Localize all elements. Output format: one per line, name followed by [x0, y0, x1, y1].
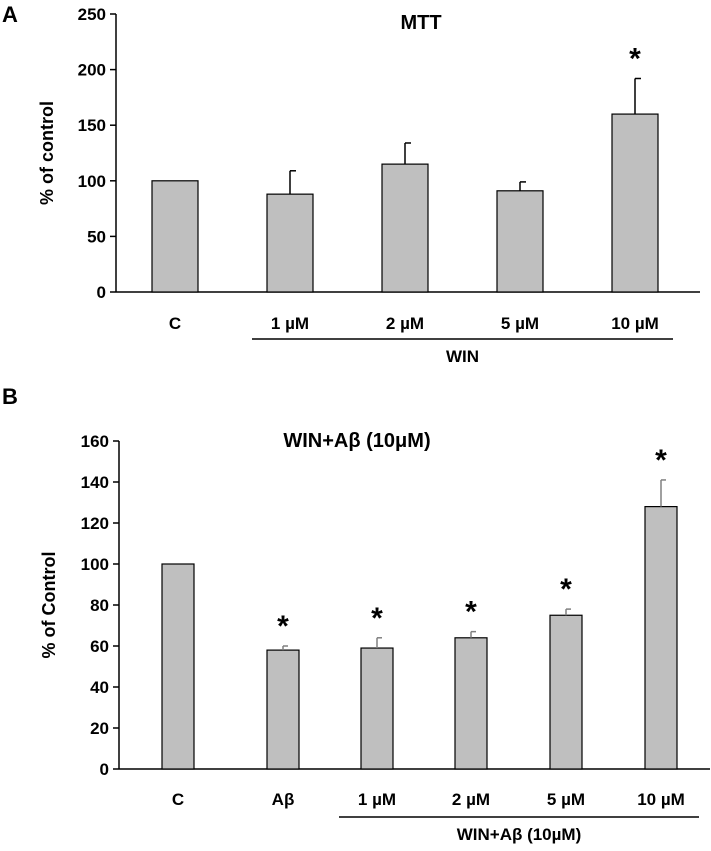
chart-a-y-tick-label: 150 — [78, 116, 106, 135]
chart-b-y-axis-label: % of Control — [39, 552, 59, 659]
chart-b-category-label: 2 µM — [452, 790, 490, 809]
chart-a-bar — [611, 113, 659, 293]
chart-a-category-label: 1 µM — [271, 314, 309, 333]
panel-a-letter: A — [2, 2, 18, 27]
chart-b-y-tick-label: 100 — [81, 555, 109, 574]
chart-b-significance-star: * — [277, 610, 289, 643]
panel-b-letter: B — [2, 384, 18, 409]
chart-a-y-tick-label: 0 — [97, 283, 106, 302]
chart-a-category-label: C — [169, 314, 181, 333]
chart-a-y-tick-label: 250 — [78, 5, 106, 24]
chart-b-group-label: WIN+Aβ (10µM) — [457, 825, 582, 844]
chart-b: WIN+Aβ (10μM) 0 20 40 60 80 100 120 140 160 % of C… — [39, 430, 710, 844]
chart-a-bar — [381, 163, 429, 293]
chart-b-y-tick-label: 160 — [81, 432, 109, 451]
chart-b-category-label: 5 µM — [547, 790, 585, 809]
chart-b-bar — [161, 563, 195, 770]
chart-b-y-tick-label: 0 — [100, 760, 109, 779]
chart-b-y-tick-label: 40 — [90, 678, 109, 697]
chart-a-significance-star: * — [629, 42, 641, 75]
chart-a: MTT 0 50 100 150 200 250 % of control C 1 µM 2 µM 5… — [37, 5, 700, 366]
chart-b-y-tick-label: 80 — [90, 596, 109, 615]
chart-b-y-tick-label: 60 — [90, 637, 109, 656]
chart-b-category-label: C — [172, 790, 184, 809]
chart-a-bar — [151, 180, 199, 293]
chart-b-title: WIN+Aβ (10μM) — [283, 430, 430, 452]
chart-a-category-label: 2 µM — [386, 314, 424, 333]
chart-a-group-label: WIN — [446, 347, 479, 366]
chart-b-significance-star: * — [655, 444, 667, 477]
chart-b-category-label: 1 µM — [358, 790, 396, 809]
chart-b-bar — [549, 614, 583, 770]
chart-a-bar — [266, 193, 314, 293]
chart-b-category-label: 10 µM — [637, 790, 685, 809]
chart-a-y-tick-label: 100 — [78, 172, 106, 191]
chart-b-bar — [360, 647, 394, 770]
chart-b-bar — [644, 506, 678, 770]
chart-b-y-tick-label: 20 — [90, 719, 109, 738]
chart-b-bar — [266, 649, 300, 770]
chart-b-category-label: Aβ — [272, 790, 295, 809]
chart-b-bar — [454, 637, 488, 770]
chart-a-category-label: 5 µM — [501, 314, 539, 333]
chart-b-y-tick-label: 140 — [81, 473, 109, 492]
chart-a-y-axis-label: % of control — [37, 101, 57, 205]
chart-b-y-tick-label: 120 — [81, 514, 109, 533]
chart-b-significance-star: * — [465, 596, 477, 629]
chart-a-bar — [496, 190, 544, 293]
chart-a-category-label: 10 µM — [611, 314, 659, 333]
chart-b-significance-star: * — [560, 573, 572, 606]
chart-a-y-tick-label: 50 — [87, 227, 106, 246]
chart-a-y-tick-label: 200 — [78, 61, 106, 80]
chart-b-significance-star: * — [371, 602, 383, 635]
chart-a-title: MTT — [400, 12, 441, 34]
